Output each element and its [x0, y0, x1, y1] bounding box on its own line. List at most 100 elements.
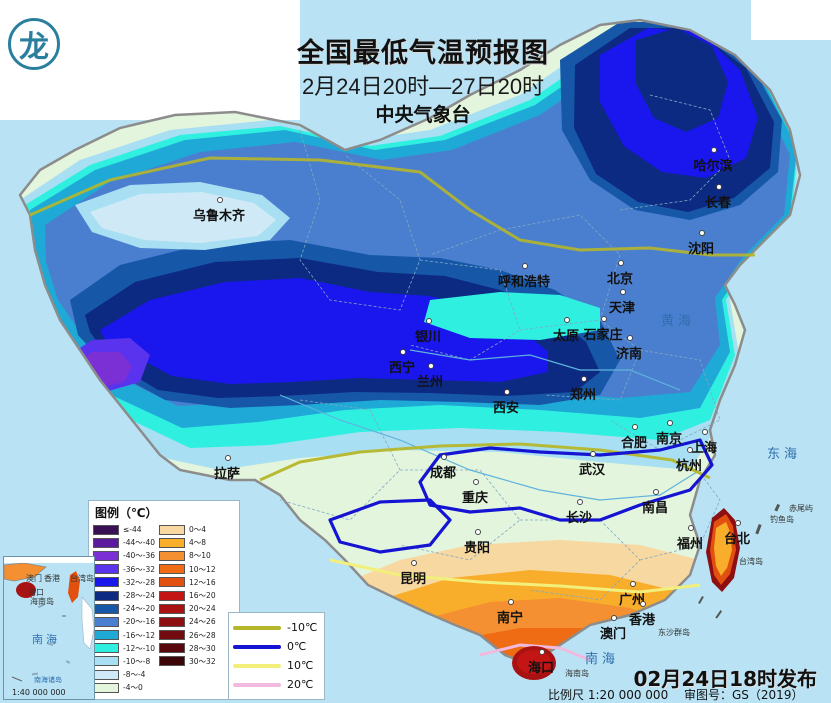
south-china-sea-inset: 南海 南海诸岛 1:40 000 000 澳门 香港 台湾岛 海口 海南岛	[3, 556, 95, 700]
legend-swatch	[159, 537, 185, 548]
legend-swatch	[93, 603, 119, 614]
legend-row: -10～-8	[93, 655, 155, 668]
legend-swatch	[93, 669, 119, 680]
inset-nansha-label: 南海诸岛	[34, 676, 62, 684]
city-label: 太原	[553, 317, 579, 344]
city-label: 北京	[607, 260, 633, 287]
legend-swatch	[93, 616, 119, 627]
inset-scale-text: 1:40 000 000	[12, 688, 66, 697]
legend-row: -40～-36	[93, 549, 155, 562]
legend-row: 16～20	[159, 589, 216, 602]
city-label: 银川	[415, 318, 441, 345]
city-label: 广州	[619, 581, 645, 608]
city-label: 乌鲁木齐	[193, 197, 245, 224]
geo-label: 海南岛	[565, 669, 589, 678]
inset-city-label: 海口	[28, 588, 44, 597]
legend-label: 10～12	[189, 564, 216, 574]
legend-row: -4～0	[93, 681, 155, 694]
city-label: 杭州	[676, 447, 702, 474]
issuing-organization: 中央气象台	[375, 105, 471, 126]
city-label: 海口	[528, 649, 554, 676]
legend-swatch	[159, 524, 185, 535]
geo-label: 东沙群岛	[658, 628, 690, 637]
legend-row: -16～-12	[93, 629, 155, 642]
geo-label: 赤尾屿	[789, 504, 813, 513]
legend-row: 8～10	[159, 549, 216, 562]
contour-legend: -10℃ 0℃ 10℃ 20℃	[228, 612, 325, 700]
legend-label: -10～-8	[123, 656, 151, 666]
legend-swatch	[159, 577, 185, 588]
legend-label: -4～0	[123, 683, 143, 693]
legend-label: 26～28	[189, 630, 216, 640]
inset-top-margin	[4, 557, 94, 563]
legend-label: -16～-12	[123, 630, 155, 640]
inset-city-label: 海南岛	[30, 597, 54, 606]
legend-row: 10～12	[159, 563, 216, 576]
city-label: 贵阳	[464, 529, 490, 556]
legend-swatch	[159, 616, 185, 627]
city-label: 香港	[629, 601, 655, 628]
city-label: 哈尔滨	[694, 147, 733, 174]
legend-row: 24～26	[159, 615, 216, 628]
legend-row: -28～-24	[93, 589, 155, 602]
province-boundaries	[279, 94, 731, 601]
contour-legend-label: 20℃	[287, 678, 314, 691]
legend-row: 26～28	[159, 629, 216, 642]
contour-line-sample	[233, 644, 281, 649]
contour-line-sample	[233, 682, 281, 687]
city-label: 济南	[616, 335, 642, 362]
city-label: 台北	[724, 520, 750, 547]
hainan-island	[512, 646, 556, 680]
map-margin-top-right	[751, 0, 831, 40]
legend-label: 24～26	[189, 617, 216, 627]
legend-swatch	[159, 656, 185, 667]
legend-label: -8～-4	[123, 670, 146, 680]
city-label: 郑州	[570, 376, 596, 403]
legend-row: -24～-20	[93, 602, 155, 615]
contour-legend-label: -10℃	[287, 621, 318, 634]
geo-label: 台湾岛	[739, 557, 763, 566]
legend-row: 30～32	[159, 655, 216, 668]
title-block: 全国最低气温预报图 2月24日20时—27日20时 中央气象台	[248, 36, 598, 129]
city-label: 长春	[705, 184, 731, 211]
city-label: 呼和浩特	[498, 263, 550, 290]
legend-row: ≤-44	[93, 523, 155, 536]
city-label: 合肥	[621, 424, 647, 451]
legend-label: 4～8	[189, 538, 207, 548]
city-label: 福州	[677, 525, 703, 552]
legend-row: -32～-28	[93, 576, 155, 589]
legend-label: 0～4	[189, 525, 207, 535]
legend-swatch	[93, 590, 119, 601]
legend-swatch	[159, 603, 185, 614]
legend-column-warm: 0～4 4～8 8～10 10～12 12～16 16～20 20～24 24～26 26～28…	[159, 523, 216, 694]
geo-label: 东海	[767, 447, 802, 462]
city-label: 西安	[493, 389, 519, 416]
legend-label: -36～-32	[123, 564, 155, 574]
legend-swatch	[93, 550, 119, 561]
geo-label: 钓鱼岛	[770, 515, 794, 524]
legend-label: -24～-20	[123, 604, 155, 614]
forecast-period: 2月24日20时—27日20时	[301, 74, 545, 99]
contour-legend-row: 10℃	[233, 657, 320, 675]
legend-swatch	[93, 682, 119, 693]
contour-legend-label: 0℃	[287, 640, 307, 653]
map-scale: 比例尺 1:20 000 000	[548, 688, 669, 702]
legend-label: ≤-44	[123, 525, 142, 535]
city-label: 天津	[609, 289, 635, 316]
legend-label: -32～-28	[123, 577, 155, 587]
contour-legend-row: 20℃	[233, 676, 320, 694]
contour-legend-label: 10℃	[287, 659, 314, 672]
contour-legend-row: -10℃	[233, 619, 320, 637]
contour-line-sample	[233, 663, 281, 668]
city-label: 兰州	[417, 363, 443, 390]
city-label: 西宁	[389, 349, 415, 376]
cma-logo-icon: 龙	[8, 18, 60, 70]
legend-label: 8～10	[189, 551, 211, 561]
contour-lines	[29, 156, 755, 662]
inset-city-label: 台湾岛	[70, 574, 94, 583]
legend-label: 12～16	[189, 577, 216, 587]
legend-title: 图例（℃）	[95, 506, 158, 520]
issue-time: 02月24日18时发布	[633, 667, 818, 691]
